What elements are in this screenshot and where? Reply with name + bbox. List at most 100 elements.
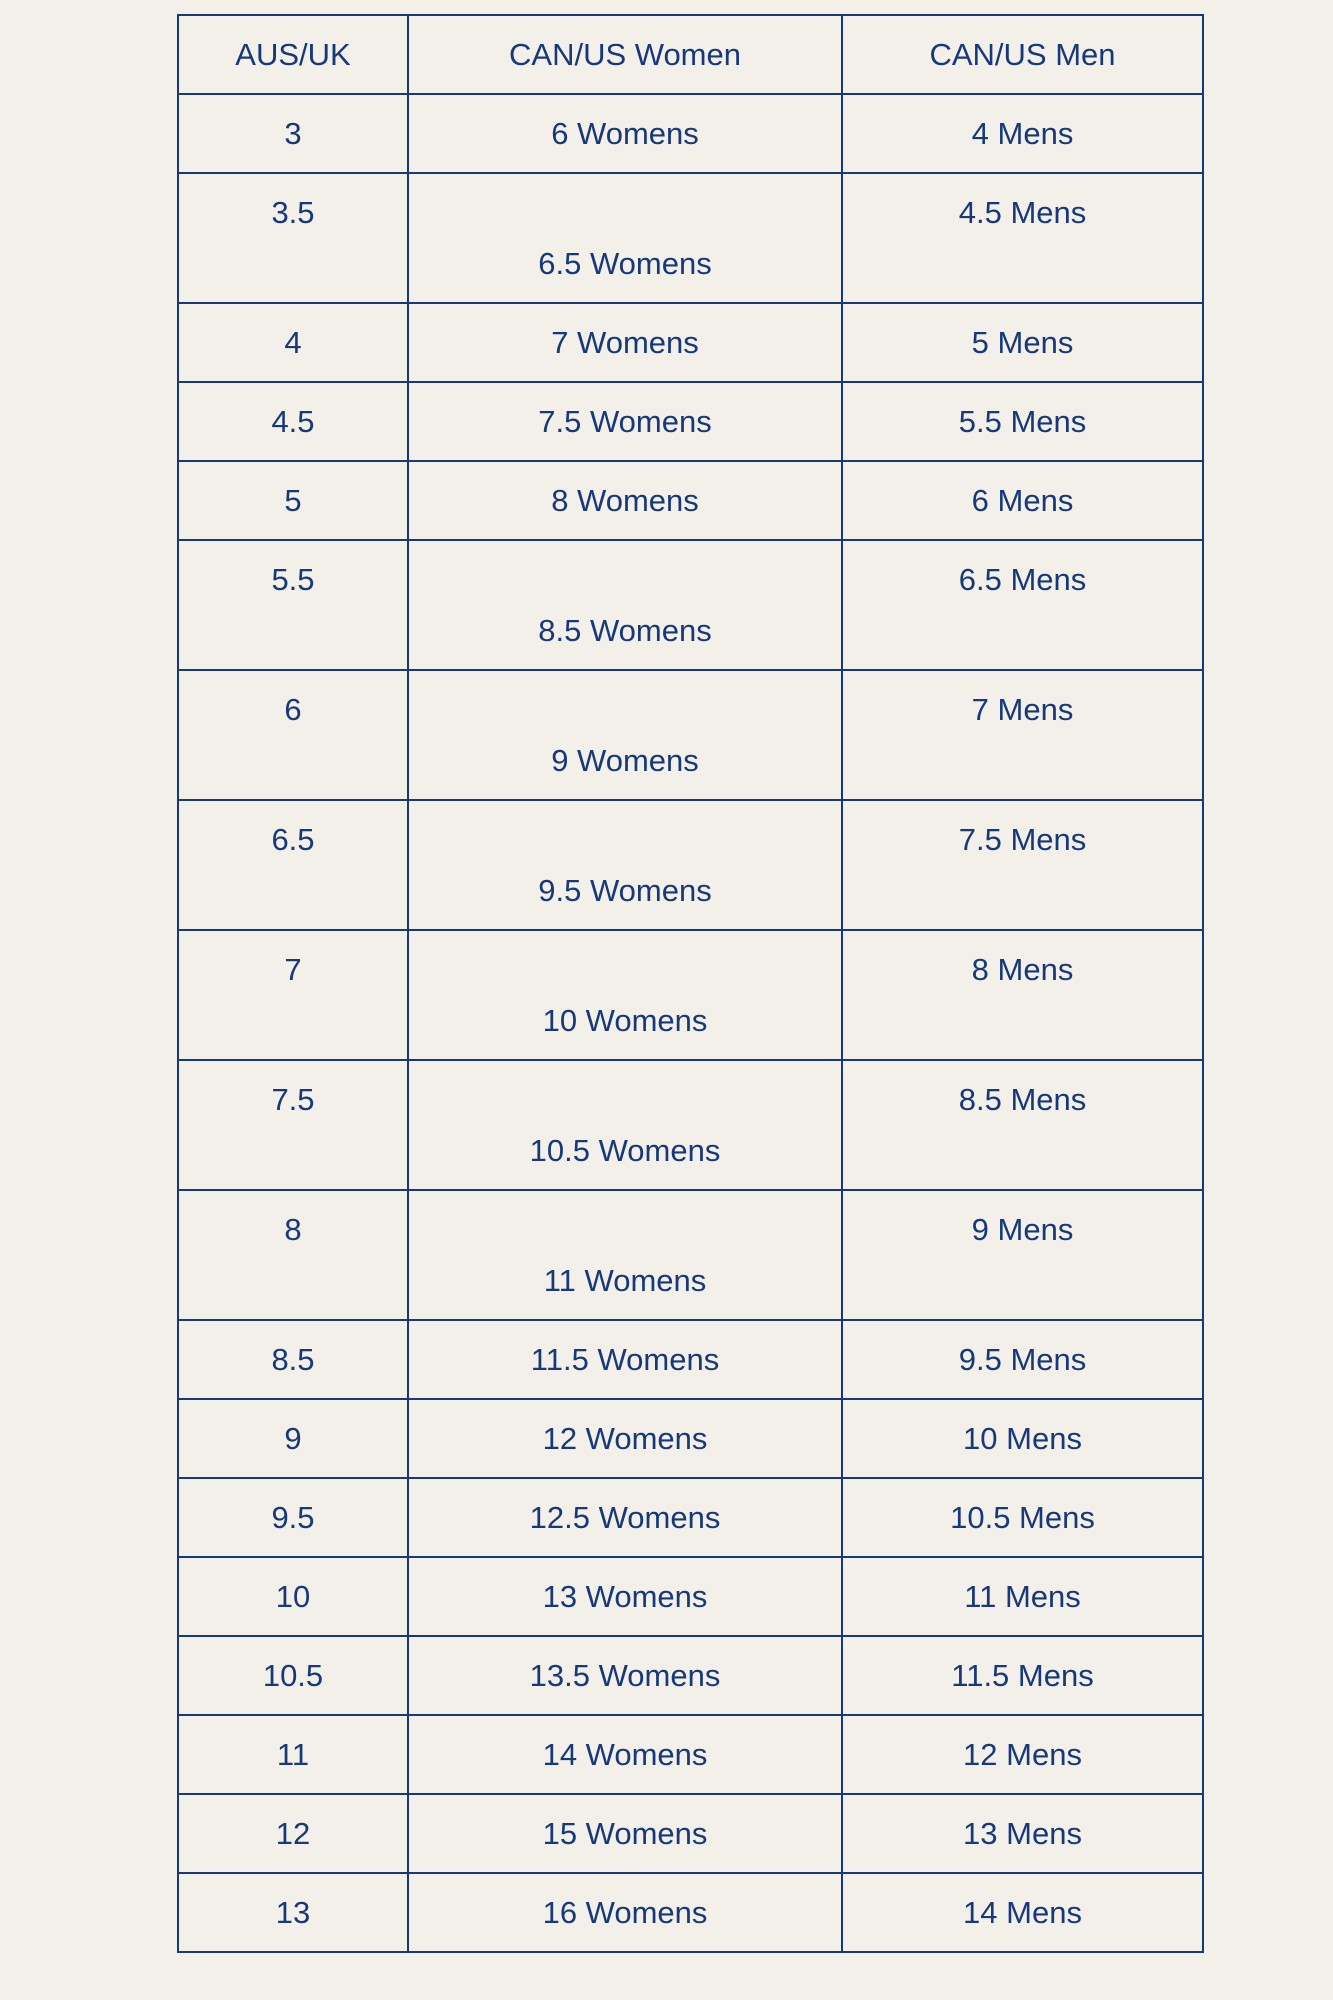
cell-aus-uk-text: 5.5 [271, 562, 315, 597]
cell-aus-uk-text: 10 [275, 1579, 311, 1614]
table-row: 6.5 9.5 Womens 7.5 Mens [177, 799, 1204, 931]
cell-can-us-women: 6 Womens [407, 93, 843, 174]
header-row: AUS/UK CAN/US Women CAN/US Men [177, 14, 1204, 95]
table-row: 5.5 8.5 Womens 6.5 Mens [177, 539, 1204, 671]
cell-can-us-women-text: 6 Womens [551, 116, 699, 151]
cell-aus-uk-text: 5 [284, 483, 302, 518]
cell-can-us-men-text: 9.5 Mens [958, 1342, 1087, 1377]
cell-can-us-men-text: 7.5 Mens [958, 822, 1087, 857]
cell-can-us-men: 6 Mens [841, 460, 1204, 541]
table-row: 4 7 Womens 5 Mens [177, 302, 1204, 383]
cell-can-us-men-text: 9 Mens [971, 1212, 1074, 1247]
cell-can-us-women-text: 12 Womens [542, 1421, 708, 1456]
table-row: 6 9 Womens 7 Mens [177, 669, 1204, 801]
cell-can-us-women: 10.5 Womens [407, 1059, 843, 1191]
table-row: 3.5 6.5 Womens 4.5 Mens [177, 172, 1204, 304]
cell-can-us-women-text: 15 Womens [542, 1816, 708, 1851]
header-aus-uk: AUS/UK [177, 14, 409, 95]
cell-can-us-women: 14 Womens [407, 1714, 843, 1795]
cell-can-us-men: 4 Mens [841, 93, 1204, 174]
cell-can-us-men-text: 8 Mens [971, 952, 1074, 987]
cell-can-us-men: 11 Mens [841, 1556, 1204, 1637]
cell-can-us-men: 8.5 Mens [841, 1059, 1204, 1191]
cell-aus-uk-text: 12 [275, 1816, 311, 1851]
table-row: 8 11 Womens 9 Mens [177, 1189, 1204, 1321]
table-row: 5 8 Womens 6 Mens [177, 460, 1204, 541]
cell-aus-uk-text: 3 [284, 116, 302, 151]
cell-can-us-women-text: 6.5 Womens [538, 246, 712, 281]
size-chart-table: AUS/UK CAN/US Women CAN/US Men 3 6 Womens… [177, 14, 1204, 1953]
cell-can-us-men: 10.5 Mens [841, 1477, 1204, 1558]
cell-can-us-women-text: 10 Womens [542, 1003, 708, 1038]
cell-can-us-women: 8 Womens [407, 460, 843, 541]
cell-can-us-women-text: 11 Womens [543, 1263, 707, 1298]
cell-aus-uk: 3 [177, 93, 409, 174]
cell-aus-uk: 6 [177, 669, 409, 801]
cell-aus-uk: 10 [177, 1556, 409, 1637]
cell-can-us-men-text: 6.5 Mens [958, 562, 1087, 597]
table-row: 9.5 12.5 Womens 10.5 Mens [177, 1477, 1204, 1558]
cell-aus-uk-text: 8.5 [271, 1342, 315, 1377]
cell-can-us-women: 13.5 Womens [407, 1635, 843, 1716]
table-row: 3 6 Womens 4 Mens [177, 93, 1204, 174]
cell-can-us-men: 9 Mens [841, 1189, 1204, 1321]
cell-aus-uk: 10.5 [177, 1635, 409, 1716]
table-row: 9 12 Womens 10 Mens [177, 1398, 1204, 1479]
table-row: 8.5 11.5 Womens 9.5 Mens [177, 1319, 1204, 1400]
cell-can-us-women: 13 Womens [407, 1556, 843, 1637]
cell-can-us-women-text: 13.5 Womens [529, 1658, 721, 1693]
cell-can-us-women-text: 13 Womens [542, 1579, 708, 1614]
cell-can-us-women: 15 Womens [407, 1793, 843, 1874]
cell-can-us-women-text: 8 Womens [551, 483, 699, 518]
table-row: 11 14 Womens 12 Mens [177, 1714, 1204, 1795]
cell-aus-uk: 11 [177, 1714, 409, 1795]
cell-can-us-men-text: 4.5 Mens [958, 195, 1087, 230]
cell-can-us-women-text: 12.5 Womens [529, 1500, 721, 1535]
cell-aus-uk-text: 6.5 [271, 822, 315, 857]
cell-aus-uk-text: 7.5 [271, 1082, 315, 1117]
table-row: 7.5 10.5 Womens 8.5 Mens [177, 1059, 1204, 1191]
cell-can-us-men-text: 13 Mens [963, 1816, 1082, 1851]
cell-can-us-men: 5 Mens [841, 302, 1204, 383]
cell-aus-uk: 5 [177, 460, 409, 541]
table-row: 7 10 Womens 8 Mens [177, 929, 1204, 1061]
table-row: 10.5 13.5 Womens 11.5 Mens [177, 1635, 1204, 1716]
cell-can-us-women-text: 7 Womens [551, 325, 699, 360]
cell-aus-uk: 7 [177, 929, 409, 1061]
cell-can-us-men: 6.5 Mens [841, 539, 1204, 671]
cell-aus-uk-text: 9 [284, 1421, 302, 1456]
cell-can-us-women-text: 16 Womens [542, 1895, 708, 1930]
cell-can-us-men-text: 5 Mens [971, 325, 1074, 360]
cell-can-us-women: 16 Womens [407, 1872, 843, 1953]
cell-aus-uk-text: 9.5 [271, 1500, 315, 1535]
cell-can-us-women: 11.5 Womens [407, 1319, 843, 1400]
cell-can-us-men-text: 12 Mens [963, 1737, 1082, 1772]
cell-can-us-women: 9 Womens [407, 669, 843, 801]
cell-can-us-men-text: 10 Mens [963, 1421, 1082, 1456]
cell-can-us-men-text: 6 Mens [971, 483, 1074, 518]
cell-can-us-men: 14 Mens [841, 1872, 1204, 1953]
cell-can-us-men-text: 4 Mens [971, 116, 1074, 151]
cell-aus-uk: 9.5 [177, 1477, 409, 1558]
cell-aus-uk: 13 [177, 1872, 409, 1953]
cell-aus-uk: 4 [177, 302, 409, 383]
cell-can-us-men-text: 10.5 Mens [950, 1500, 1095, 1535]
cell-can-us-men: 5.5 Mens [841, 381, 1204, 462]
cell-can-us-men: 9.5 Mens [841, 1319, 1204, 1400]
cell-can-us-men-text: 5.5 Mens [958, 404, 1087, 439]
cell-can-us-women: 9.5 Womens [407, 799, 843, 931]
cell-aus-uk: 7.5 [177, 1059, 409, 1191]
cell-can-us-women-text: 14 Womens [542, 1737, 708, 1772]
cell-can-us-women-text: 8.5 Womens [538, 613, 712, 648]
cell-aus-uk-text: 7 [284, 952, 302, 987]
table-row: 10 13 Womens 11 Mens [177, 1556, 1204, 1637]
cell-aus-uk-text: 13 [275, 1895, 311, 1930]
cell-can-us-women: 11 Womens [407, 1189, 843, 1321]
cell-aus-uk-text: 11 [276, 1737, 310, 1772]
cell-can-us-women-text: 9 Womens [551, 743, 699, 778]
cell-can-us-women: 7 Womens [407, 302, 843, 383]
cell-can-us-men: 10 Mens [841, 1398, 1204, 1479]
cell-aus-uk-text: 6 [284, 692, 302, 727]
header-can-us-women: CAN/US Women [407, 14, 843, 95]
cell-can-us-women: 7.5 Womens [407, 381, 843, 462]
